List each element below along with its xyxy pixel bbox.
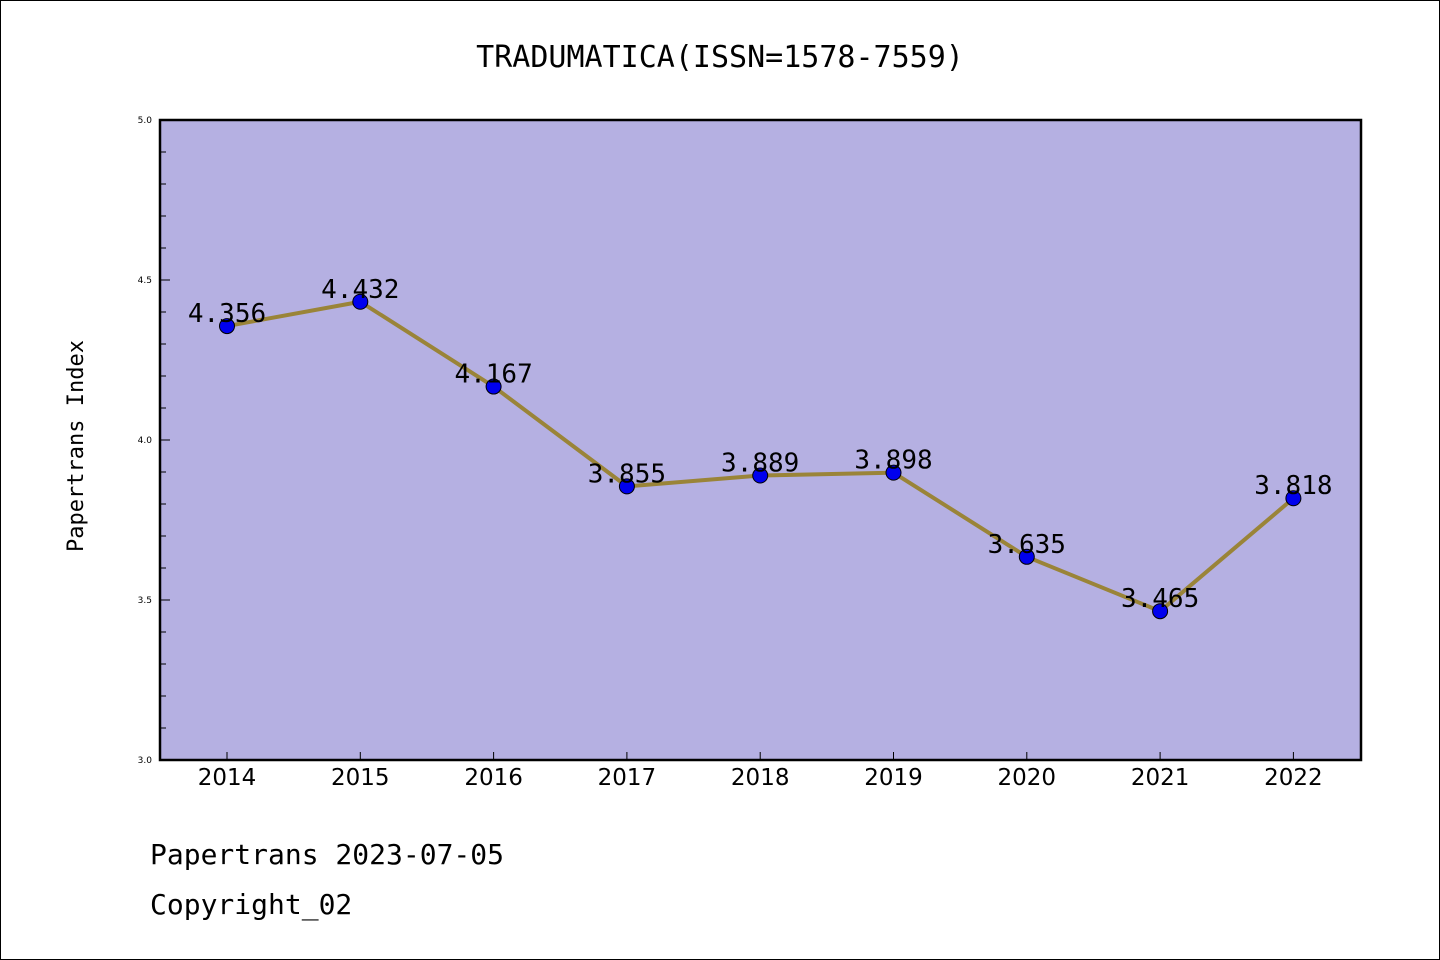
data-point [618, 478, 635, 495]
y-axis-label: Papertrans Index [64, 340, 89, 552]
x-tick-label: 2021 [1131, 765, 1190, 791]
data-labels: 4.356 4.432 4.167 3.855 3.889 3.898 3.635 3.465… [188, 275, 1333, 614]
data-label: 4.432 [321, 275, 399, 305]
x-tick-label: 2016 [464, 765, 523, 791]
data-label: 3.818 [1254, 471, 1332, 501]
data-label: 3.889 [721, 449, 799, 479]
x-tick-label: 2017 [598, 765, 657, 791]
x-tick-label: 2022 [1264, 765, 1323, 791]
footer-copyright: Copyright_02 [150, 888, 352, 922]
y-tick-label: 4.0 [138, 436, 153, 446]
chart-title: TRADUMATICA(ISSN=1578-7559) [476, 40, 964, 75]
x-axis: 2014 2015 2016 2017 2018 2019 2020 2021 2022 [198, 752, 1323, 791]
data-point [1018, 548, 1035, 565]
y-axis: 3.0 3.5 4.0 4.5 5.0 [138, 116, 170, 766]
y-tick-label: 5.0 [138, 116, 153, 126]
data-point [752, 467, 769, 484]
data-point [1152, 603, 1169, 620]
y-tick-label: 4.5 [138, 276, 152, 286]
data-label: 3.898 [854, 446, 932, 476]
footer-date: Papertrans 2023-07-05 [150, 838, 504, 871]
data-label: 3.465 [1121, 584, 1199, 614]
data-point [219, 318, 235, 335]
data-point [485, 378, 502, 395]
data-label: 4.356 [188, 299, 266, 329]
series [219, 293, 1302, 620]
x-tick-label: 2019 [864, 765, 923, 791]
data-label: 3.855 [588, 459, 666, 489]
x-tick-label: 2018 [731, 765, 790, 791]
y-tick-label: 3.5 [138, 596, 152, 606]
data-point [1285, 490, 1302, 507]
x-tick-label: 2015 [331, 765, 390, 791]
data-point [352, 293, 369, 310]
x-tick-label: 2020 [998, 765, 1057, 791]
data-point [885, 464, 902, 481]
data-label: 4.167 [454, 360, 532, 390]
y-tick-label: 3.0 [138, 756, 153, 766]
data-label: 3.635 [988, 530, 1066, 560]
x-tick-label: 2014 [198, 765, 257, 791]
plot-area [158, 118, 1363, 762]
